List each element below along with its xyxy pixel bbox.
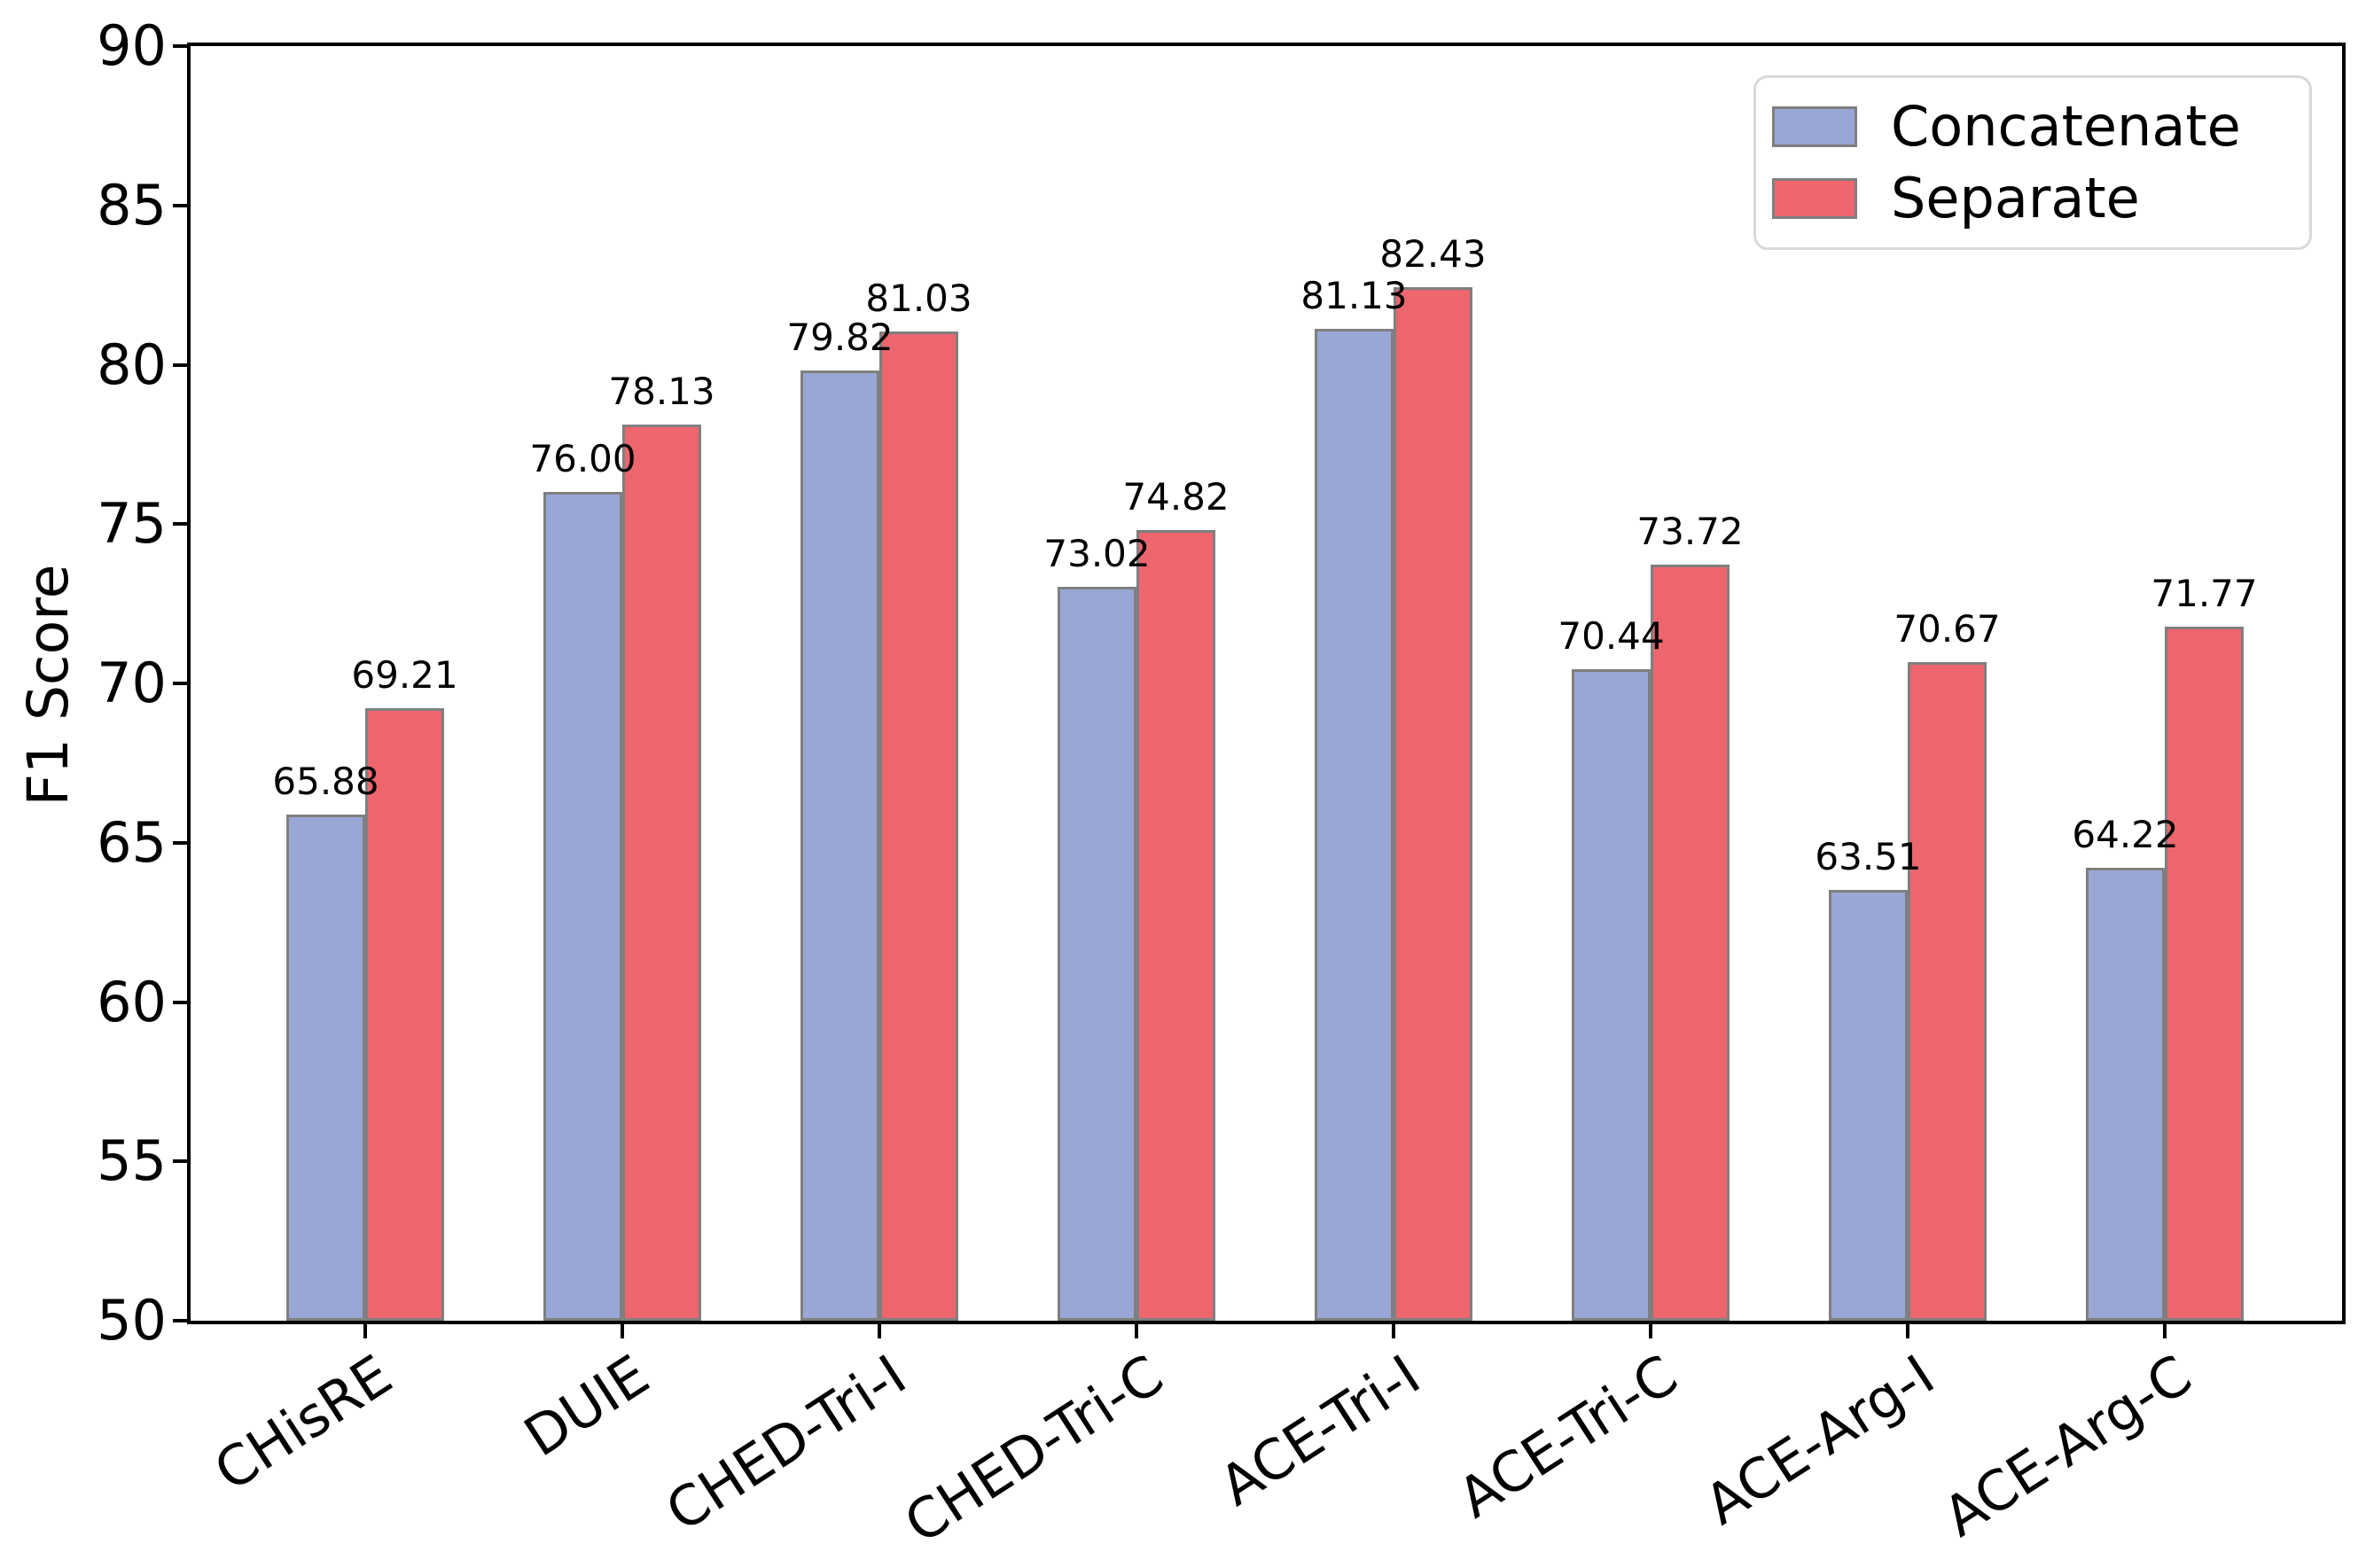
bar-value-label: 70.44	[1558, 614, 1665, 659]
bar-value-label: 78.13	[608, 369, 715, 413]
x-tick-label: CHED-Tri-I	[654, 1342, 918, 1545]
bar-value-label: 79.82	[786, 315, 894, 359]
x-tick-label: DUIE	[512, 1342, 660, 1470]
legend-swatch-separate	[1772, 178, 1857, 219]
y-tick-label: 50	[97, 1288, 167, 1353]
y-tick-label: 75	[97, 491, 167, 557]
legend-label: Separate	[1891, 166, 2140, 230]
x-tick	[1392, 1324, 1395, 1338]
bar-separate-ace-arg-c	[2165, 627, 2244, 1321]
y-tick-label: 90	[97, 13, 167, 78]
bar-value-label: 82.43	[1379, 232, 1487, 277]
bar-value-label: 65.88	[272, 760, 379, 804]
bar-concatenate-ace-arg-i	[1829, 890, 1908, 1321]
bar-concatenate-ace-arg-c	[2086, 867, 2165, 1321]
y-tick	[173, 44, 187, 48]
bar-separate-chisre	[365, 708, 444, 1321]
bar-value-label: 76.00	[529, 437, 636, 481]
bar-concatenate-ace-tri-c	[1572, 669, 1651, 1321]
legend-label: Concatenate	[1891, 94, 2241, 159]
bar-concatenate-ace-tri-i	[1315, 328, 1394, 1321]
y-tick	[173, 840, 187, 845]
x-tick	[1906, 1324, 1909, 1338]
bar-separate-ace-tri-c	[1651, 565, 1730, 1321]
y-tick	[173, 1000, 187, 1004]
bar-separate-duie	[622, 424, 701, 1321]
bar-value-label: 73.02	[1043, 532, 1151, 576]
x-tick	[878, 1324, 881, 1338]
legend-swatch-concatenate	[1772, 106, 1857, 147]
bar-concatenate-ched-tri-c	[1058, 587, 1136, 1321]
y-tick-label: 70	[97, 651, 167, 715]
bar-value-label: 71.77	[2151, 572, 2258, 616]
y-tick	[173, 682, 187, 685]
bar-separate-ched-tri-i	[879, 332, 958, 1321]
bar-value-label: 70.67	[1894, 606, 2001, 651]
bar-separate-ace-arg-i	[1908, 661, 1987, 1321]
x-tick-label: CHED-Tri-C	[893, 1342, 1175, 1556]
bar-value-label: 63.51	[1815, 835, 1922, 879]
x-tick-label: ACE-Arg-I	[1693, 1342, 1946, 1538]
bar-separate-ched-tri-c	[1136, 529, 1215, 1321]
bar-value-label: 81.13	[1300, 273, 1408, 317]
bar-value-label: 69.21	[351, 653, 458, 698]
x-tick-label: ACE-Tri-I	[1208, 1342, 1432, 1519]
x-tick	[363, 1324, 367, 1338]
bar-concatenate-ched-tri-i	[800, 370, 879, 1321]
x-tick	[621, 1324, 624, 1338]
bar-value-label: 73.72	[1636, 510, 1744, 554]
legend-item-separate: Separate	[1772, 166, 2288, 231]
y-tick-label: 85	[97, 172, 167, 238]
x-tick	[2163, 1324, 2167, 1338]
plot-area-border	[187, 43, 2346, 1324]
bar-concatenate-chisre	[286, 815, 365, 1321]
bar-value-label: 64.22	[2072, 812, 2179, 856]
y-tick-label: 55	[97, 1128, 167, 1194]
y-tick-label: 60	[97, 969, 167, 1034]
x-tick-label: ACE-Tri-C	[1447, 1342, 1689, 1531]
bar-value-label: 74.82	[1122, 474, 1230, 519]
bar-separate-ace-tri-i	[1394, 287, 1472, 1321]
bar-value-label: 81.03	[865, 277, 972, 321]
y-tick	[173, 363, 187, 367]
y-tick	[173, 1319, 187, 1322]
legend: Concatenate Separate	[1753, 75, 2312, 250]
x-tick-label: CHisRE	[202, 1342, 403, 1504]
x-tick	[1135, 1324, 1138, 1338]
y-tick	[173, 522, 187, 527]
legend-item-concatenate: Concatenate	[1772, 94, 2288, 160]
y-tick-label: 65	[97, 809, 167, 875]
y-tick-label: 80	[97, 332, 167, 397]
x-tick-label: ACE-Arg-C	[1932, 1342, 2203, 1550]
bar-concatenate-duie	[543, 492, 622, 1321]
y-tick	[173, 1159, 187, 1164]
x-tick	[1649, 1324, 1652, 1338]
y-tick	[173, 203, 187, 207]
